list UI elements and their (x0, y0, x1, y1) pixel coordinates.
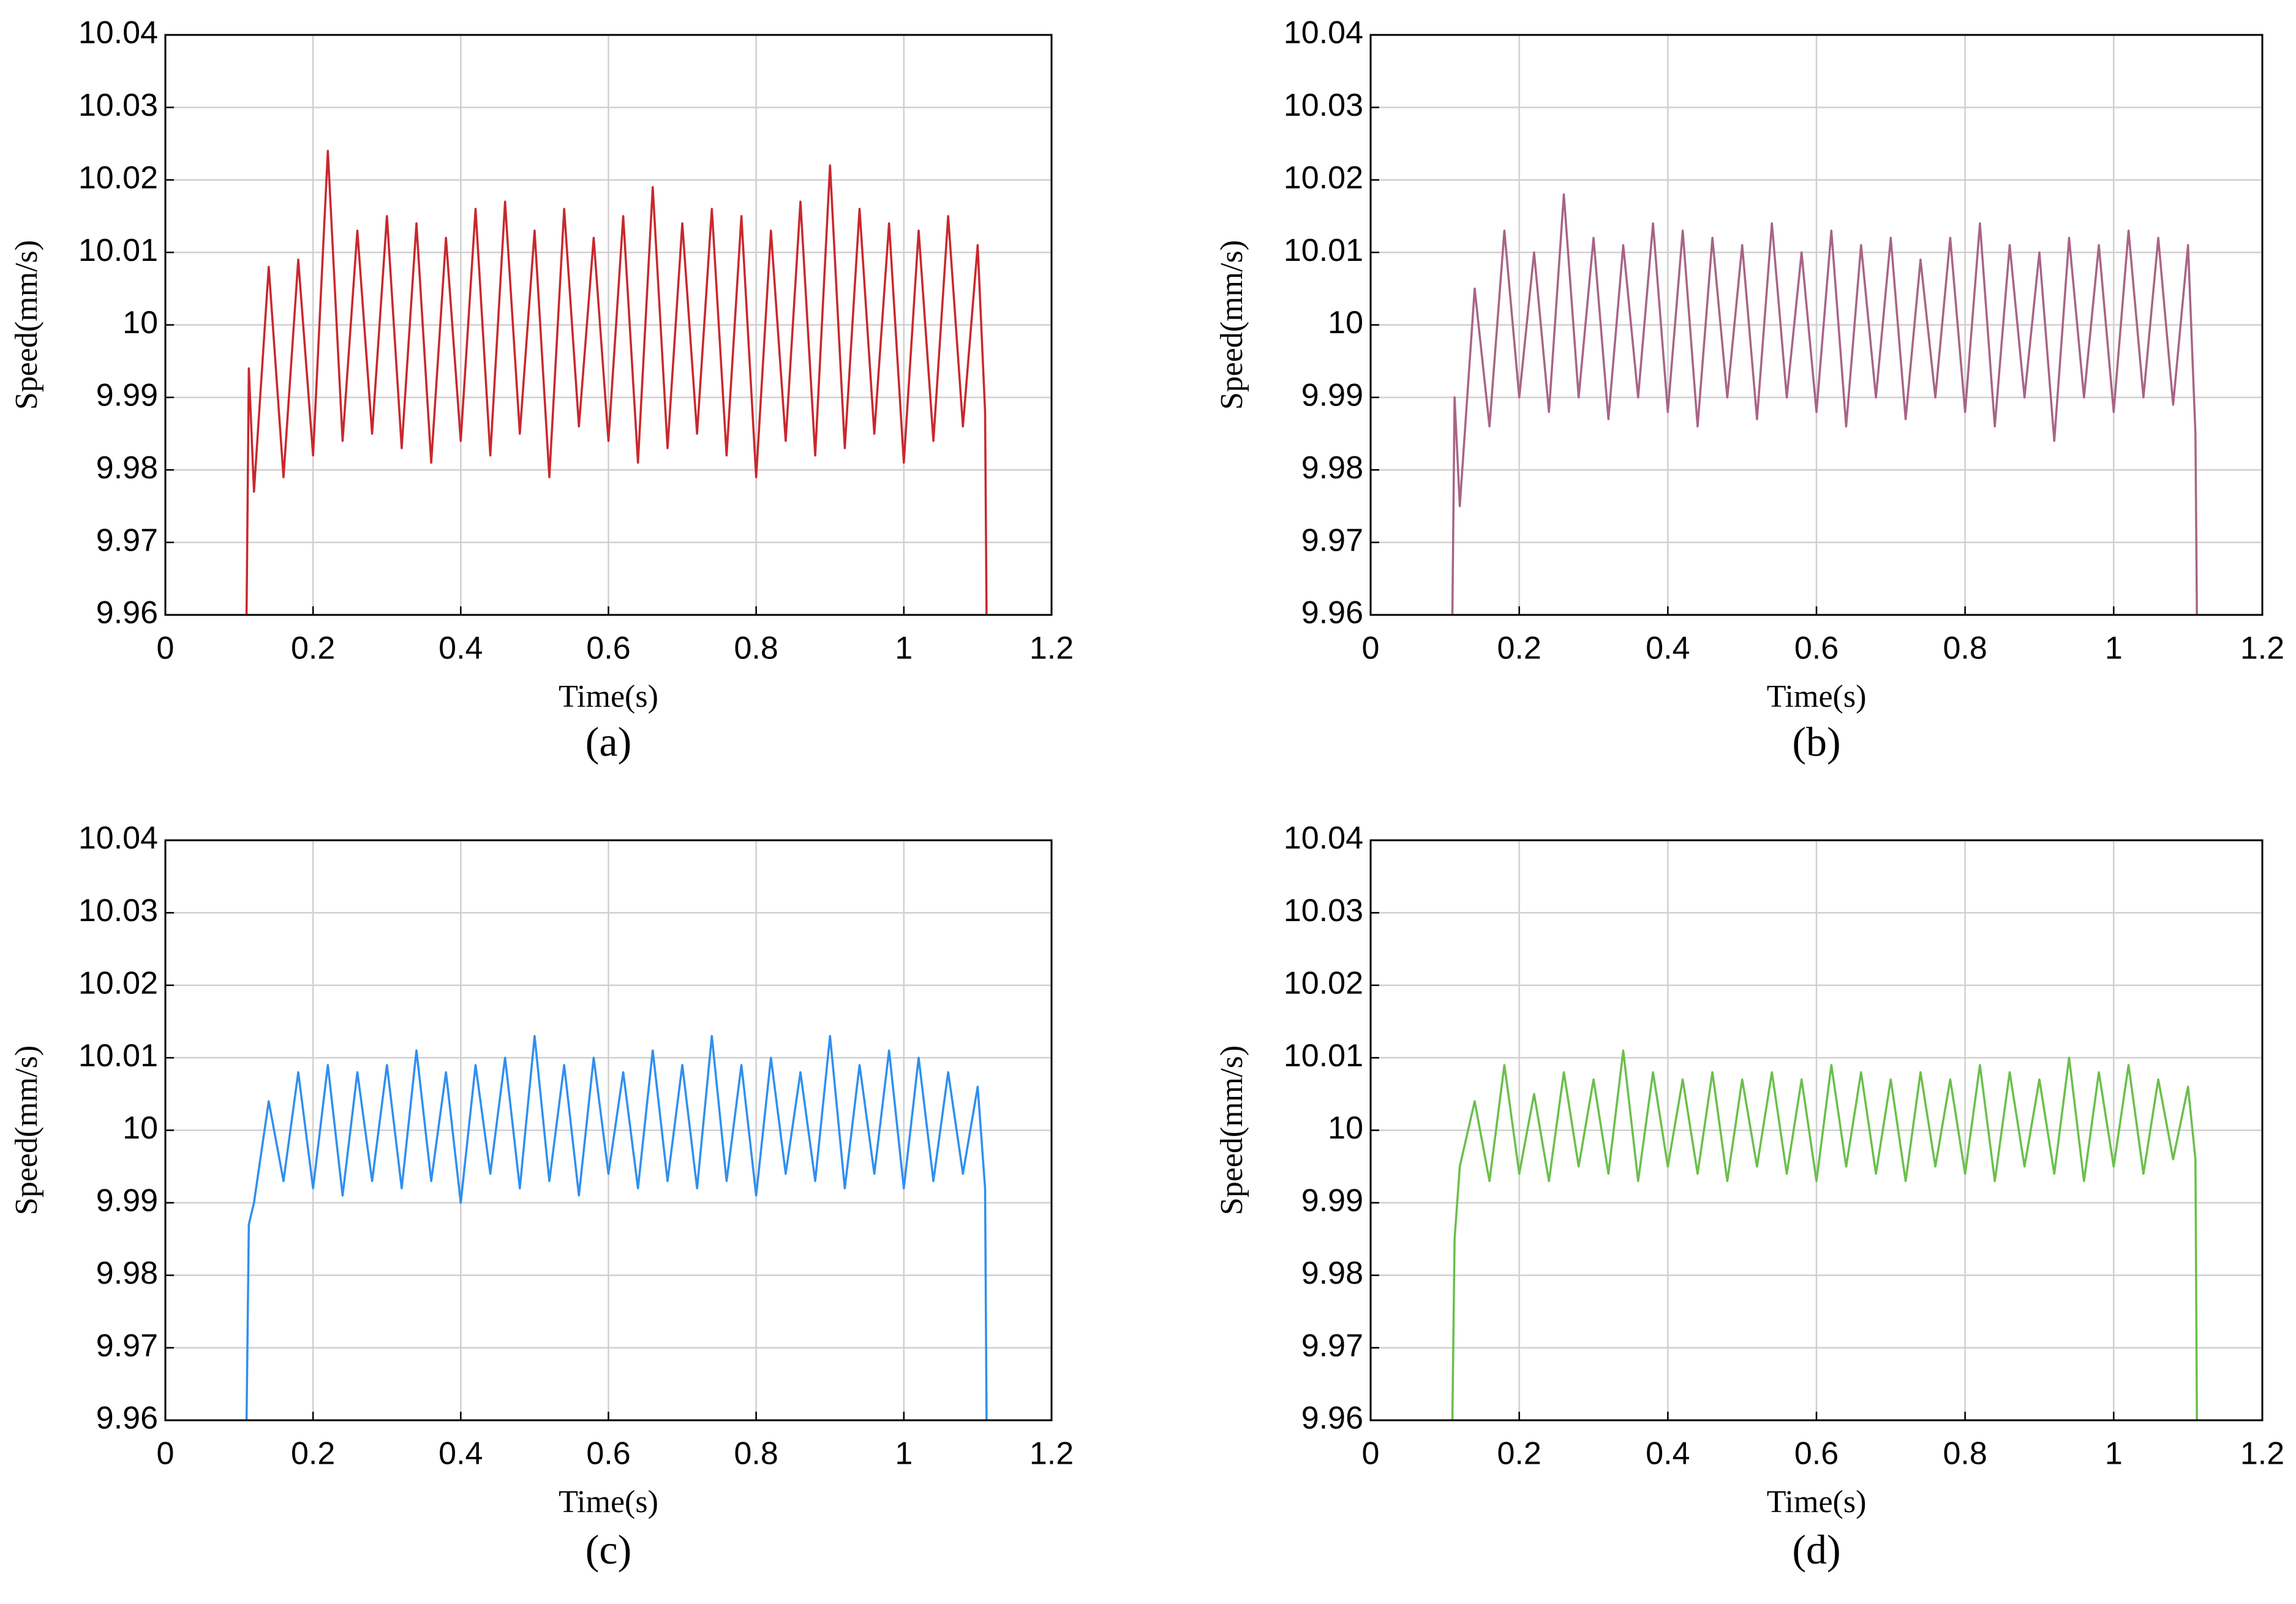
y-tick-label: 9.96 (1301, 1401, 1363, 1436)
y-axis-label: Speed(mm/s) (1214, 240, 1249, 410)
caption: (b) (1792, 718, 1840, 765)
y-tick-label: 9.99 (1301, 378, 1363, 413)
y-axis-label: Speed(mm/s) (9, 1045, 44, 1215)
x-tick-label: 1.2 (2240, 1436, 2284, 1472)
y-tick-label: 9.99 (96, 1183, 158, 1219)
x-tick-label: 0.8 (1943, 1436, 1987, 1472)
y-tick-label: 9.98 (1301, 450, 1363, 486)
y-tick-label: 10.03 (78, 893, 158, 928)
x-tick-label: 0.2 (291, 1436, 335, 1472)
x-tick-label: 1.2 (1029, 631, 1074, 666)
x-tick-label: 0 (1362, 1436, 1380, 1472)
plot-frame (164, 839, 1053, 1421)
caption: (a) (585, 718, 631, 765)
x-tick-label: 0 (157, 631, 175, 666)
x-axis-label: Time(s) (559, 1485, 658, 1519)
y-tick-label: 9.99 (96, 378, 158, 413)
plot-frame (1369, 839, 2264, 1421)
y-tick-label: 10.04 (1284, 15, 1363, 51)
x-tick-label: 0.6 (586, 631, 630, 666)
y-tick-label: 9.97 (96, 522, 158, 558)
caption: (c) (585, 1526, 631, 1573)
y-tick-label: 10 (122, 1110, 158, 1146)
x-tick-label: 1.2 (2240, 631, 2284, 666)
x-tick-label: 1 (2105, 1436, 2123, 1472)
data-line (1451, 1049, 2198, 1421)
x-tick-label: 0.8 (1943, 631, 1987, 666)
y-tick-label: 9.98 (1301, 1256, 1363, 1291)
x-tick-label: 0.4 (438, 1436, 483, 1472)
y-tick-label: 10.03 (78, 88, 158, 123)
y-tick-label: 10 (122, 305, 158, 341)
y-tick-label: 9.97 (96, 1328, 158, 1363)
y-tick-label: 10.02 (78, 160, 158, 195)
panel: 0 0.2 0.4 0.6 0.8 1 1.2 9.96 9.97 9.98 9.99 10 10.01… (9, 821, 1074, 1573)
x-tick-label: 1.2 (1029, 1436, 1074, 1472)
x-tick-label: 0.2 (1497, 1436, 1541, 1472)
panel: 0 0.2 0.4 0.6 0.8 1 1.2 9.96 9.97 9.98 9.99 10 10.01… (1214, 821, 2284, 1573)
y-tick-label: 10.02 (78, 965, 158, 1001)
y-tick-label: 9.99 (1301, 1183, 1363, 1219)
x-tick-label: 0 (157, 1436, 175, 1472)
x-tick-label: 0.6 (1794, 631, 1839, 666)
y-tick-label: 10 (1328, 1110, 1363, 1146)
data-line (245, 149, 988, 616)
y-tick-label: 9.96 (96, 595, 158, 631)
x-axis-label: Time(s) (559, 679, 658, 714)
plot-frame (164, 34, 1053, 616)
y-tick-label: 10.01 (78, 233, 158, 268)
x-tick-label: 0.8 (734, 1436, 778, 1472)
x-axis-label: Time(s) (1767, 1485, 1867, 1519)
y-tick-label: 9.98 (96, 1256, 158, 1291)
data-line (1451, 193, 2198, 616)
x-tick-label: 0.2 (1497, 631, 1541, 666)
y-tick-label: 9.97 (1301, 1328, 1363, 1363)
x-tick-label: 1 (2105, 631, 2123, 666)
y-tick-label: 10 (1328, 305, 1363, 341)
x-tick-label: 0.4 (438, 631, 483, 666)
y-tick-label: 10.01 (1284, 1038, 1363, 1074)
x-tick-label: 0.4 (1646, 631, 1690, 666)
x-tick-label: 0.2 (291, 631, 335, 666)
y-tick-label: 9.96 (96, 1401, 158, 1436)
y-tick-label: 10.03 (1284, 893, 1363, 928)
y-tick-label: 10.04 (1284, 821, 1363, 856)
x-tick-label: 0 (1362, 631, 1380, 666)
x-tick-label: 1 (895, 1436, 913, 1472)
y-tick-label: 10.01 (1284, 233, 1363, 268)
panel: 0 0.2 0.4 0.6 0.8 1 1.2 9.96 9.97 9.98 9.99 10 10.01… (9, 15, 1074, 765)
panel: 0 0.2 0.4 0.6 0.8 1 1.2 9.96 9.97 9.98 9.99 10 10.01… (1214, 15, 2284, 765)
x-axis-label: Time(s) (1767, 679, 1867, 714)
y-tick-label: 9.96 (1301, 595, 1363, 631)
y-tick-label: 9.98 (96, 450, 158, 486)
plot-frame (1369, 34, 2264, 616)
y-tick-label: 10.04 (78, 821, 158, 856)
y-tick-label: 10.01 (78, 1038, 158, 1074)
y-tick-label: 10.02 (1284, 965, 1363, 1001)
y-tick-label: 10.03 (1284, 88, 1363, 123)
x-tick-label: 0.4 (1646, 1436, 1690, 1472)
y-axis-label: Speed(mm/s) (9, 240, 44, 410)
data-line (245, 1034, 988, 1421)
y-tick-label: 10.04 (78, 15, 158, 51)
x-tick-label: 0.6 (586, 1436, 630, 1472)
y-axis-label: Speed(mm/s) (1214, 1045, 1249, 1215)
y-tick-label: 10.02 (1284, 160, 1363, 195)
caption: (d) (1792, 1526, 1840, 1573)
x-tick-label: 0.6 (1794, 1436, 1839, 1472)
x-tick-label: 0.8 (734, 631, 778, 666)
y-tick-label: 9.97 (1301, 522, 1363, 558)
x-tick-label: 1 (895, 631, 913, 666)
